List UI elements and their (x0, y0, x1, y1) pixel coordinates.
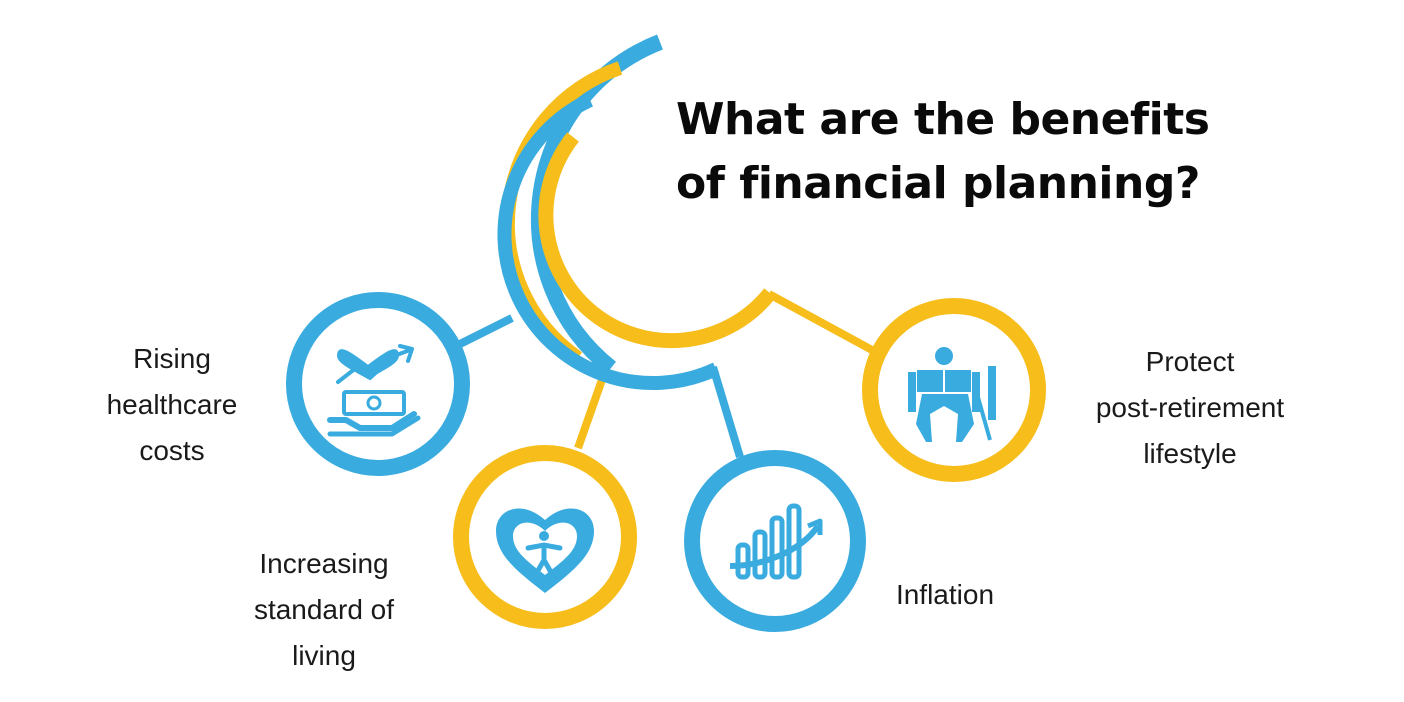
label-line: healthcare (106, 389, 238, 420)
benefit-label-health: Rising healthcare costs (90, 336, 254, 474)
connector-health (456, 314, 514, 349)
title-line-1: What are the benefits (676, 94, 1210, 145)
connector-protect (767, 290, 874, 354)
rising-bars-icon (729, 503, 823, 580)
arc-inner-yellow (538, 132, 776, 349)
label-line: Increasing (259, 548, 389, 579)
benefit-label-inflation: Inflation (880, 572, 1010, 618)
label-line: Inflation (895, 579, 995, 610)
hand-money-heart-icon (327, 344, 421, 437)
label-line: lifestyle (1143, 438, 1237, 469)
benefit-circle-protect (862, 298, 1046, 482)
label-line: Rising (133, 343, 211, 374)
heart-person-icon (496, 508, 594, 593)
title-line-2: of financial planning? (676, 158, 1200, 209)
benefit-circle-health (286, 292, 470, 476)
label-line: post-retirement (1095, 392, 1285, 423)
benefit-label-living: Increasing standard of living (236, 541, 412, 679)
label-line: Protect (1145, 346, 1235, 377)
page-title: What are the benefits of financial plann… (676, 88, 1276, 216)
connector-inflation (709, 365, 744, 459)
connector-living (574, 372, 608, 450)
elderly-reading-icon (908, 347, 996, 442)
benefit-circle-inflation (684, 450, 866, 632)
arc-inner-blue (497, 93, 719, 390)
label-line: costs (139, 435, 205, 466)
benefit-circle-living (453, 445, 637, 629)
benefit-label-protect: Protect post-retirement lifestyle (1080, 339, 1300, 477)
label-line: living (292, 640, 356, 671)
label-line: standard of (253, 594, 395, 625)
